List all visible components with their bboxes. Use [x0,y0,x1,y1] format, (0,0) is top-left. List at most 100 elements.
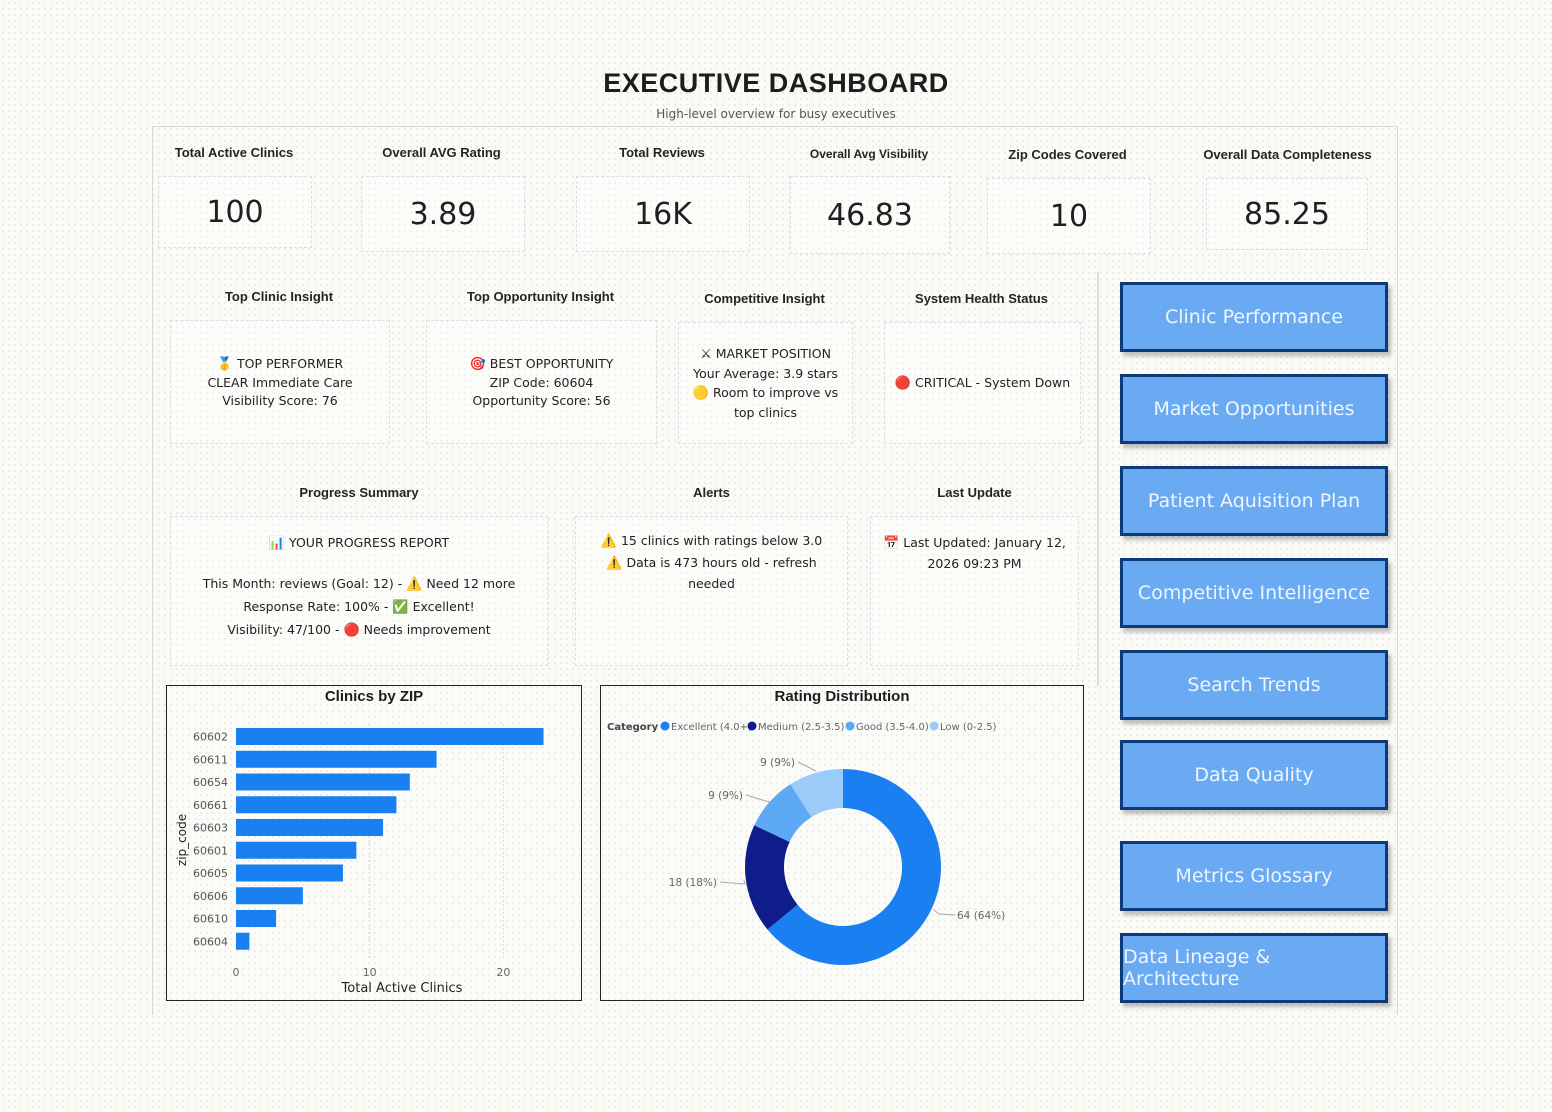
medal-icon: 🥇 [216,356,233,372]
bar-60604 [236,932,250,950]
legend-item: Excellent (4.0+) [671,722,752,733]
kpi-card-total-active-clinics: 100 [158,176,312,248]
bar-60654 [236,773,410,791]
warning-icon: ⚠️ [600,534,617,549]
progress-summary-card: 📊 YOUR PROGRESS REPORT This Month: revie… [170,516,548,666]
competitive-insight-label: Competitive Insight [704,291,825,306]
nav-button-data-quality[interactable]: Data Quality [1120,740,1388,810]
data-label: 64 (64%) [957,910,1005,922]
leader-line [797,761,817,772]
y-tick-label: 60661 [193,799,228,812]
chart-title: Rating Distribution [774,688,910,705]
crossed-swords-icon: ⚔ [700,347,712,362]
last-update-label: Last Update [937,485,1012,500]
rating-distribution-chart: Rating Distribution Category Excellent (4… [600,685,1084,1001]
progress-summary-label: Progress Summary [299,485,419,500]
bar-60611 [236,750,437,768]
legend-item: Medium (2.5-3.5) [758,722,844,733]
kpi-label-overall-avg-rating: Overall AVG Rating [382,145,501,160]
nav-button-market-opportunities[interactable]: Market Opportunities [1120,374,1388,444]
bar-chart-icon: 📊 [268,536,286,551]
red-circle-icon: 🔴 [894,375,912,391]
progress-row: Visibility: 47/100 - 🔴 Needs improvement [227,622,491,638]
donut-slice-3 [790,769,843,818]
system-health-status-card: 🔴 CRITICAL - System Down [884,322,1081,444]
legend-marker [660,721,670,731]
top-clinic-insight-card: 🥇 TOP PERFORMER CLEAR Immediate Care Vis… [170,320,390,444]
progress-row: Response Rate: 100% - ✅ Excellent! [243,599,475,615]
kpi-value: 3.89 [409,196,477,232]
x-tick-label: 20 [496,966,510,979]
legend-item: Low (0-2.5) [940,722,997,733]
best-opportunity-heading: BEST OPPORTUNITY [489,355,614,371]
kpi-label-overall-data-completeness: Overall Data Completeness [1203,147,1372,162]
kpi-value: 85.25 [1244,196,1330,232]
donut-slice-0 [767,769,941,965]
kpi-card-zip-codes-covered: 10 [987,178,1151,254]
bar-60605 [236,864,343,882]
leader-line [719,879,746,885]
donut-slice-1 [745,825,798,930]
warning-icon: ⚠️ [406,577,423,592]
nav-button-search-trends[interactable]: Search Trends [1120,650,1388,720]
y-tick-label: 60601 [193,844,228,857]
y-tick-label: 60606 [193,890,228,903]
chart-title: Clinics by ZIP [324,688,424,705]
legend-marker [929,721,939,731]
clinics-by-zip-chart: Clinics by ZIP 0 10 20 60602 60611 60654 60661… [166,685,582,1001]
top-clinic-score: Visibility Score: 76 [222,392,338,408]
check-icon: ✅ [392,600,409,615]
kpi-card-overall-avg-rating: 3.89 [361,176,525,252]
y-tick-label: 60605 [193,867,228,880]
data-label: 9 (9%) [708,790,743,802]
yellow-circle-icon: 🟡 [692,386,710,401]
data-label: 9 (9%) [760,757,795,769]
y-tick-label: 60611 [193,753,228,766]
top-performer-heading: TOP PERFORMER [236,355,344,371]
kpi-value: 100 [206,194,264,230]
last-updated-text: 📅 Last Updated: January 12, 2026 09:23 P… [883,535,1066,571]
system-health-status-label: System Health Status [915,291,1048,306]
market-position-heading: MARKET POSITION [715,346,831,361]
alert-item: ⚠️ Data is 473 hours old - refresh neede… [606,554,817,592]
y-tick-label: 60610 [193,913,228,926]
kpi-label-total-active-clinics: Total Active Clinics [174,145,294,160]
red-circle-icon: 🔴 [343,623,360,638]
alert-item: ⚠️ 15 clinics with ratings below 3.0 [600,533,823,549]
progress-row: This Month: reviews (Goal: 12) - ⚠️ Need… [202,576,516,592]
bar-60601 [236,841,357,859]
nav-button-patient-acquisition-plan[interactable]: Patient Aquisition Plan [1120,466,1388,536]
nav-button-clinic-performance[interactable]: Clinic Performance [1120,282,1388,352]
leader-line [745,794,771,803]
nav-button-metrics-glossary[interactable]: Metrics Glossary [1120,841,1388,911]
nav-button-data-lineage-architecture[interactable]: Data Lineage & Architecture [1120,933,1388,1003]
x-tick-label: 0 [233,966,240,979]
progress-heading: YOUR PROGRESS REPORT [289,535,450,550]
clinics-by-zip-plot: 0 10 20 60602 60611 60654 60661 60603 60601 60605… [175,724,544,996]
kpi-value: 16K [634,196,692,232]
x-tick-label: 10 [363,966,377,979]
opportunity-zip: ZIP Code: 60604 [489,374,594,390]
donut-slice-2 [754,784,812,842]
opportunity-score: Opportunity Score: 56 [472,392,611,408]
kpi-value: 46.83 [827,197,913,233]
warning-icon: ⚠️ [606,555,623,571]
y-tick-label: 60654 [193,776,228,789]
top-opportunity-insight-label: Top Opportunity Insight [466,289,615,304]
section-divider [1097,272,1099,686]
rating-distribution-plot: Category Excellent (4.0+) Medium (2.5-3.5)… [607,721,1005,965]
x-axis-label: Total Active Clinics [341,981,463,996]
legend-marker [845,721,855,731]
bar-60602 [236,728,544,745]
kpi-card-overall-data-completeness: 85.25 [1206,178,1368,250]
bar-60610 [236,910,277,927]
nav-button-competitive-intelligence[interactable]: Competitive Intelligence [1120,558,1388,628]
improve-note: Room to improve vs top clinics [713,385,839,420]
page-title: EXECUTIVE DASHBOARD [603,68,949,98]
page-subtitle: High-level overview for busy executives [656,107,896,121]
alerts-card: ⚠️ 15 clinics with ratings below 3.0 ⚠️ … [575,516,848,666]
your-average: Your Average: 3.9 stars [693,366,838,381]
kpi-label-overall-avg-visibility: Overall Avg Visibility [809,147,929,161]
last-update-card: 📅 Last Updated: January 12, 2026 09:23 P… [870,516,1079,666]
legend-title: Category [607,722,659,733]
